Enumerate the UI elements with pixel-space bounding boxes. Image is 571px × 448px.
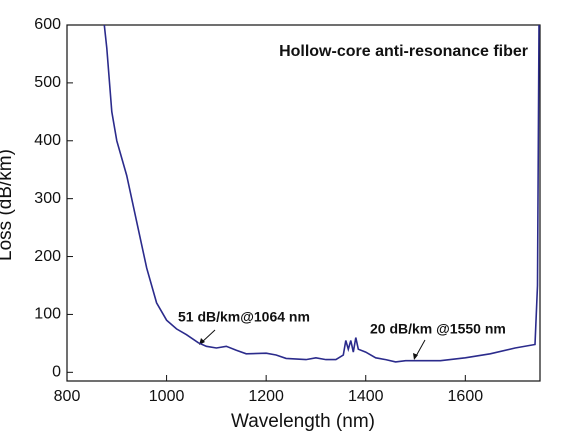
y-tick-label: 300 — [34, 190, 61, 207]
y-tick-label: 100 — [34, 306, 61, 323]
x-axis-label: Wavelength (nm) — [231, 411, 375, 432]
annotation: 51 dB/km@1064 nm — [178, 309, 310, 325]
y-tick-label: 400 — [34, 132, 61, 149]
x-tick-label: 1400 — [348, 388, 384, 405]
x-tick-label: 1200 — [248, 388, 284, 405]
loss-line — [103, 24, 540, 363]
x-tick-label: 800 — [54, 388, 81, 405]
y-axis-label: Loss (dB/km) — [0, 149, 16, 261]
annotation: 20 dB/km @1550 nm — [370, 321, 506, 337]
plot-frame — [66, 24, 541, 382]
chart-title: Hollow-core anti-resonance fiber — [279, 43, 528, 60]
x-tick-label: 1000 — [149, 388, 185, 405]
y-tick-label: 200 — [34, 248, 61, 265]
y-tick-label: 600 — [34, 16, 61, 33]
arrowhead — [413, 353, 418, 360]
y-tick-label: 0 — [52, 364, 61, 381]
x-tick-label: 1600 — [448, 388, 484, 405]
y-tick-label: 500 — [34, 74, 61, 91]
